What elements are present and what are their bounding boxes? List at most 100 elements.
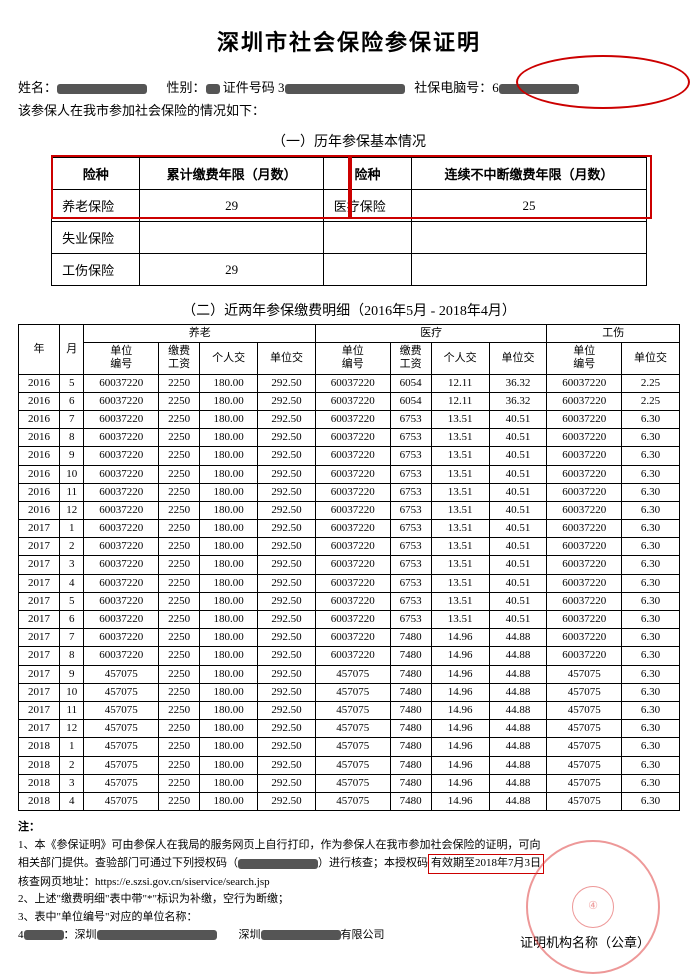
t2-cell: 11 [60, 483, 84, 501]
t2-cell: 180.00 [200, 501, 258, 519]
t2-cell: 2250 [159, 501, 200, 519]
t2-cell: 60037220 [547, 447, 622, 465]
t2-cell: 60037220 [547, 592, 622, 610]
table-row: 20171600372202250180.00292.5060037220675… [19, 520, 680, 538]
t2-cell: 457075 [84, 720, 159, 738]
t2-cell: 13.51 [431, 447, 489, 465]
redact [238, 859, 318, 869]
t2-cell: 2017 [19, 683, 60, 701]
t2-cell: 180.00 [200, 392, 258, 410]
t2-cell: 180.00 [200, 447, 258, 465]
t2-cell: 292.50 [258, 738, 316, 756]
t2-cell: 60037220 [315, 501, 390, 519]
t2-cell: 2016 [19, 483, 60, 501]
t2-cell: 6.30 [622, 720, 680, 738]
t2-cell: 2017 [19, 701, 60, 719]
title-text: 深圳市社会保险参保证明 [217, 30, 481, 55]
t2-cell: 60037220 [547, 501, 622, 519]
t2-cell: 12.11 [431, 374, 489, 392]
t2-cell: 60037220 [547, 647, 622, 665]
t2-cell: 180.00 [200, 410, 258, 428]
t1-cell [323, 222, 411, 254]
t2-cell: 60037220 [84, 501, 159, 519]
table-row: 201612600372202250180.00292.506003722067… [19, 501, 680, 519]
t2-cell: 14.96 [431, 629, 489, 647]
t2-cell: 2250 [159, 520, 200, 538]
t2-cell: 292.50 [258, 501, 316, 519]
t2-h-pension: 养老 [84, 325, 315, 343]
t2-cell: 2250 [159, 429, 200, 447]
t2-h-year: 年 [19, 325, 60, 375]
t2-cell: 6753 [390, 592, 431, 610]
info-line-1: 姓名： 性别： 证件号码 3 社保电脑号：6 [18, 77, 680, 96]
t2-cell: 6.30 [622, 629, 680, 647]
t2-cell: 292.50 [258, 410, 316, 428]
t1-cell: 失业保险 [52, 222, 140, 254]
notes-l1b: 相关部门提供。查验部门可通过下列授权码（ [18, 857, 238, 869]
t1-cell: 工伤保险 [52, 254, 140, 286]
t2-cell: 40.51 [489, 465, 547, 483]
t2-cell: 2017 [19, 611, 60, 629]
t2-cell: 457075 [84, 774, 159, 792]
t1-h4: 连续不中断缴费年限（月数） [412, 158, 647, 190]
t2-subhead-cell: 缴费工资 [159, 343, 200, 374]
t2-cell: 60037220 [84, 611, 159, 629]
t2-cell: 2016 [19, 392, 60, 410]
t2-cell: 2250 [159, 756, 200, 774]
t2-cell: 2250 [159, 538, 200, 556]
notes-l4c: 深圳 [239, 929, 261, 941]
t2-cell: 292.50 [258, 592, 316, 610]
t2-cell: 6.30 [622, 556, 680, 574]
t2-cell: 14.96 [431, 665, 489, 683]
t2-cell: 8 [60, 429, 84, 447]
table-row: 20177600372202250180.00292.5060037220748… [19, 629, 680, 647]
t2-cell: 60037220 [315, 447, 390, 465]
redact [57, 84, 147, 94]
t2-cell: 2016 [19, 410, 60, 428]
t2-cell: 292.50 [258, 483, 316, 501]
redact [97, 930, 217, 940]
table1-wrap: 险种 累计缴费年限（月数） 险种 连续不中断缴费年限（月数） 养老保险 29 医… [18, 157, 680, 286]
t2-cell: 60037220 [84, 592, 159, 610]
t2-cell: 14.96 [431, 683, 489, 701]
section1-title: （一）历年参保基本情况 [18, 131, 680, 151]
t2-cell: 2250 [159, 392, 200, 410]
t2-cell: 6.30 [622, 483, 680, 501]
t2-cell: 3 [60, 774, 84, 792]
t2-cell: 6753 [390, 611, 431, 629]
t2-cell: 60037220 [84, 429, 159, 447]
t2-cell: 2 [60, 756, 84, 774]
t2-cell: 2250 [159, 647, 200, 665]
t2-subhead-cell: 单位交 [622, 343, 680, 374]
t1-cell: 养老保险 [52, 190, 140, 222]
t1-cell [140, 222, 323, 254]
t2-cell: 2017 [19, 574, 60, 592]
table-row: 20165600372202250180.00292.5060037220605… [19, 374, 680, 392]
t2-subhead-cell: 单位交 [489, 343, 547, 374]
t2-cell: 2250 [159, 447, 200, 465]
t2-cell: 6753 [390, 520, 431, 538]
t2-cell: 457075 [315, 792, 390, 810]
t2-subhead-cell: 个人交 [200, 343, 258, 374]
t2-cell: 5 [60, 592, 84, 610]
t2-cell: 180.00 [200, 647, 258, 665]
t2-cell: 60037220 [547, 611, 622, 629]
t2-cell: 2250 [159, 592, 200, 610]
t2-cell: 180.00 [200, 683, 258, 701]
t2-cell: 2250 [159, 774, 200, 792]
table-row: 20169600372202250180.00292.5060037220675… [19, 447, 680, 465]
notes-l2: 2、上述"缴费明细"表中带"*"标识为补缴，空行为断缴； [18, 893, 289, 905]
t2-cell: 60037220 [84, 556, 159, 574]
t2-cell: 6.30 [622, 611, 680, 629]
t2-h-medical: 医疗 [315, 325, 546, 343]
t2-cell: 457075 [315, 738, 390, 756]
t1-cell: 25 [412, 190, 647, 222]
t2-cell: 60037220 [315, 538, 390, 556]
t2-cell: 292.50 [258, 556, 316, 574]
t2-cell: 60037220 [547, 392, 622, 410]
t2-cell: 7480 [390, 683, 431, 701]
notes-l3: 3、表中"单位编号"对应的单位名称： [18, 911, 197, 923]
t2-cell: 8 [60, 647, 84, 665]
t2-cell: 292.50 [258, 756, 316, 774]
t2-cell: 2250 [159, 374, 200, 392]
